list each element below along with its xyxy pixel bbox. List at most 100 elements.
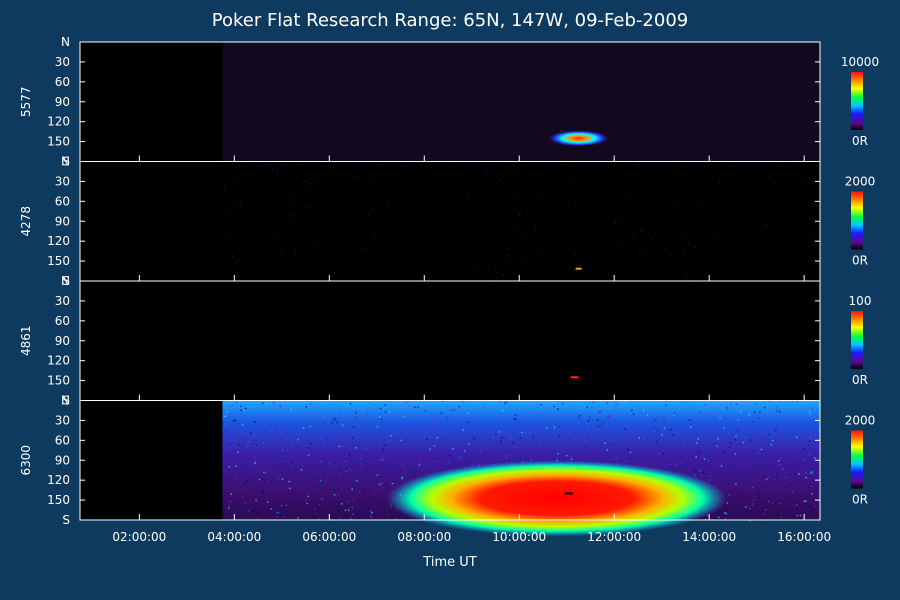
noise-dot xyxy=(305,181,307,182)
noise-dot xyxy=(804,182,806,184)
noise-dot xyxy=(302,427,305,429)
noise-dot xyxy=(694,474,696,477)
noise-dot xyxy=(609,415,612,417)
noise-dot xyxy=(765,509,767,511)
noise-dot xyxy=(384,404,386,406)
noise-dot xyxy=(725,489,727,492)
noise-dot xyxy=(440,171,442,173)
noise-dot xyxy=(335,239,337,240)
noise-dot xyxy=(390,434,392,437)
noise-dot xyxy=(349,468,351,471)
noise-dot xyxy=(253,474,255,477)
noise-dot xyxy=(244,477,247,480)
panel-wavelength-label: 4861 xyxy=(19,325,33,356)
noise-dot xyxy=(246,480,249,482)
noise-dot xyxy=(769,175,771,177)
noise-dot xyxy=(375,235,377,236)
noise-dot xyxy=(752,274,754,276)
noise-dot xyxy=(774,478,777,480)
noise-dot xyxy=(365,447,367,450)
noise-dot xyxy=(645,253,647,255)
noise-dot xyxy=(628,194,629,196)
noise-dot xyxy=(389,514,391,516)
noise-dot xyxy=(807,205,809,207)
noise-dot xyxy=(744,465,746,468)
noise-dot xyxy=(300,412,303,415)
noise-dot xyxy=(717,516,720,519)
noise-dot xyxy=(686,271,688,273)
noise-dot xyxy=(511,231,512,233)
noise-dot xyxy=(311,182,313,184)
noise-dot xyxy=(362,241,364,243)
noise-dot xyxy=(698,470,701,472)
noise-dot xyxy=(610,445,612,447)
noise-dot xyxy=(509,256,511,258)
noise-dot xyxy=(751,503,754,505)
noise-dot xyxy=(588,402,591,405)
noise-dot xyxy=(228,507,230,509)
noise-dot xyxy=(674,202,676,204)
noise-dot xyxy=(379,407,382,410)
noise-dot xyxy=(751,421,754,424)
noise-dot xyxy=(473,269,475,271)
noise-dot xyxy=(494,185,496,187)
noise-dot xyxy=(485,170,487,172)
noise-dot xyxy=(623,276,625,278)
noise-dot xyxy=(476,450,478,452)
noise-dot xyxy=(743,515,745,517)
noise-dot xyxy=(309,506,312,508)
panel-wavelength-label: 6300 xyxy=(19,445,33,476)
noise-dot xyxy=(393,480,395,483)
noise-dot xyxy=(683,442,685,444)
noise-dot xyxy=(589,171,591,173)
noise-dot xyxy=(796,214,798,216)
noise-dot xyxy=(434,418,436,420)
noise-dot xyxy=(397,245,399,247)
y-tick-label: 30 xyxy=(55,174,70,188)
noise-dot xyxy=(294,268,296,270)
noise-dot xyxy=(291,220,293,221)
noise-dot xyxy=(592,401,595,404)
noise-dot xyxy=(776,426,778,428)
noise-dot xyxy=(780,249,782,251)
noise-dot xyxy=(496,189,498,190)
noise-dot xyxy=(283,456,286,459)
noise-dot xyxy=(265,402,267,405)
noise-dot xyxy=(756,477,758,480)
noise-dot xyxy=(760,448,763,451)
noise-dot xyxy=(346,467,348,470)
noise-dot xyxy=(330,262,332,264)
noise-dot xyxy=(244,165,246,167)
noise-dot xyxy=(288,244,289,246)
noise-dot xyxy=(791,490,794,493)
noise-dot xyxy=(816,262,818,264)
noise-dot xyxy=(643,409,645,411)
noise-dot xyxy=(789,469,792,472)
noise-dot xyxy=(742,266,743,267)
noise-dot xyxy=(720,183,722,185)
noise-dot xyxy=(222,471,225,473)
noise-dot xyxy=(617,265,618,267)
noise-dot xyxy=(251,491,253,493)
noise-dot xyxy=(712,279,714,281)
noise-dot xyxy=(517,167,519,169)
noise-dot xyxy=(644,215,646,216)
noise-dot xyxy=(241,445,243,447)
noise-dot xyxy=(417,406,419,408)
noise-dot xyxy=(480,450,482,452)
noise-dot xyxy=(408,405,411,407)
noise-dot xyxy=(289,487,291,490)
noise-dot xyxy=(320,437,322,439)
noise-dot xyxy=(508,259,509,261)
noise-dot xyxy=(378,503,380,506)
noise-dot xyxy=(244,476,247,479)
noise-dot xyxy=(674,172,676,174)
noise-dot xyxy=(728,446,731,448)
noise-dot xyxy=(797,472,799,474)
panel-4861: N 30 60 90 120 150 S 4861 100 0R xyxy=(19,274,871,408)
noise-dot xyxy=(807,444,809,447)
noise-dot xyxy=(356,416,358,419)
noise-dot xyxy=(300,468,303,471)
noise-dot xyxy=(254,456,257,458)
noise-dot xyxy=(529,269,531,271)
